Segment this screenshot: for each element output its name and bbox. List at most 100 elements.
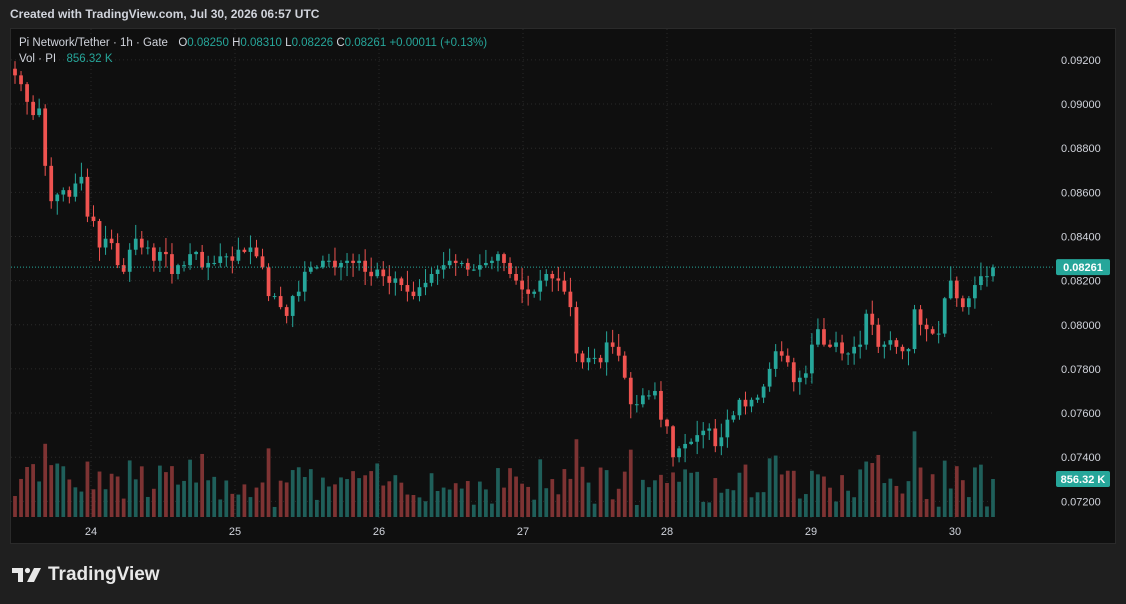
x-tick-label: 24: [85, 526, 97, 538]
volume-bar: [749, 497, 754, 517]
candle-up: [767, 368, 772, 387]
volume-bar: [333, 484, 337, 517]
candle-up: [719, 437, 724, 447]
volume-bar: [810, 470, 814, 517]
candle-up: [55, 194, 60, 202]
candle-down: [49, 165, 54, 202]
candle-down: [840, 342, 844, 354]
candle-down: [918, 309, 923, 325]
volume-bar: [942, 460, 947, 517]
close-label: C: [336, 37, 345, 49]
candle-up: [906, 349, 911, 352]
volume-bar: [218, 499, 223, 517]
volume-bar: [502, 487, 506, 517]
volume-bar: [91, 489, 96, 517]
volume-label[interactable]: Vol · PI: [19, 53, 57, 65]
y-tick-label: 0.08000: [1061, 320, 1101, 332]
volume-bar: [164, 472, 168, 517]
symbol-label[interactable]: Pi Network/Tether · 1h · Gate: [19, 37, 168, 49]
candle-down: [616, 346, 621, 356]
candle-down: [894, 340, 899, 347]
volume-bar: [936, 506, 941, 517]
candle-up: [206, 262, 211, 268]
volume-bar: [797, 498, 802, 517]
volume-bar: [954, 466, 959, 517]
volume-bar: [79, 491, 84, 517]
volume-bar: [900, 493, 905, 517]
volume-bar: [417, 497, 422, 517]
volume-bar: [345, 479, 349, 517]
candle-up: [194, 251, 198, 255]
candle-up: [701, 430, 706, 436]
candle-up: [834, 342, 838, 347]
open-label: O: [178, 37, 188, 49]
volume-bar: [538, 459, 543, 517]
candle-up: [647, 395, 651, 397]
candle-up: [158, 251, 162, 261]
volume-bar: [520, 483, 524, 517]
x-tick-label: 29: [805, 526, 817, 538]
volume-bar: [248, 497, 253, 517]
candle-up: [127, 249, 132, 272]
candle-down: [278, 296, 283, 308]
candle-down: [743, 399, 748, 407]
candle-up: [103, 238, 108, 248]
candle-up: [290, 296, 295, 316]
volume-bar: [496, 468, 500, 517]
candle-down: [791, 362, 796, 383]
volume-bar: [25, 467, 29, 517]
candle-up: [447, 260, 452, 266]
volume-bar: [840, 475, 844, 517]
candle-up: [707, 428, 712, 431]
candle-down: [779, 351, 784, 356]
candle-up: [695, 435, 700, 442]
candle-up: [816, 329, 820, 345]
chart-caption: Created with TradingView.com, Jul 30, 20…: [10, 7, 320, 21]
candle-up: [544, 274, 549, 281]
volume-bar: [477, 481, 482, 517]
candlestick-chart[interactable]: 0.09200 0.09000 0.08800 0.08600 0.08400 0.082…: [11, 29, 1115, 543]
x-tick-label: 25: [229, 526, 241, 538]
y-tick-label: 0.07400: [1061, 452, 1101, 464]
volume-bar: [671, 472, 675, 517]
tradingview-logo-icon: [12, 567, 41, 582]
volume-bar: [97, 471, 102, 517]
volume-bar: [852, 497, 857, 517]
candle-up: [248, 247, 253, 252]
volume-bar: [351, 471, 355, 517]
price-axis: 0.09200 0.09000 0.08800 0.08600 0.08400 0.082…: [11, 55, 1110, 508]
candle-up: [755, 397, 760, 400]
candle-down: [13, 68, 17, 76]
volume-bar: [411, 494, 416, 517]
volume-bar: [719, 492, 724, 517]
candle-up: [749, 399, 754, 407]
volume-bar: [779, 474, 784, 517]
volume-bar: [822, 476, 826, 517]
candle-down: [254, 247, 259, 257]
candle-down: [526, 289, 531, 294]
brand-name: TradingView: [48, 564, 160, 585]
candle-up: [538, 280, 543, 292]
volume-bar: [707, 502, 712, 517]
candle-up: [176, 265, 180, 274]
volume-bar: [375, 463, 380, 517]
candle-down: [876, 324, 881, 347]
volume-bar: [296, 467, 301, 517]
tradingview-branding: TradingView: [12, 564, 160, 586]
candle-down: [453, 260, 458, 263]
volume-bar: [785, 470, 790, 517]
candle-up: [985, 276, 989, 278]
candle-down: [465, 262, 470, 270]
candle-up: [888, 340, 893, 345]
volume-bar: [695, 471, 700, 517]
candle-up: [375, 269, 380, 277]
volume-bar: [230, 493, 235, 517]
candle-down: [387, 276, 392, 283]
last-volume-label: 856.32 K: [1061, 474, 1106, 486]
candle-down: [411, 291, 416, 297]
volume-bar: [677, 481, 681, 517]
volume-bar: [731, 490, 736, 517]
chart-panel[interactable]: 0.09200 0.09000 0.08800 0.08600 0.08400 0.082…: [10, 28, 1116, 544]
candle-up: [321, 260, 325, 268]
volume-bar: [514, 476, 518, 517]
